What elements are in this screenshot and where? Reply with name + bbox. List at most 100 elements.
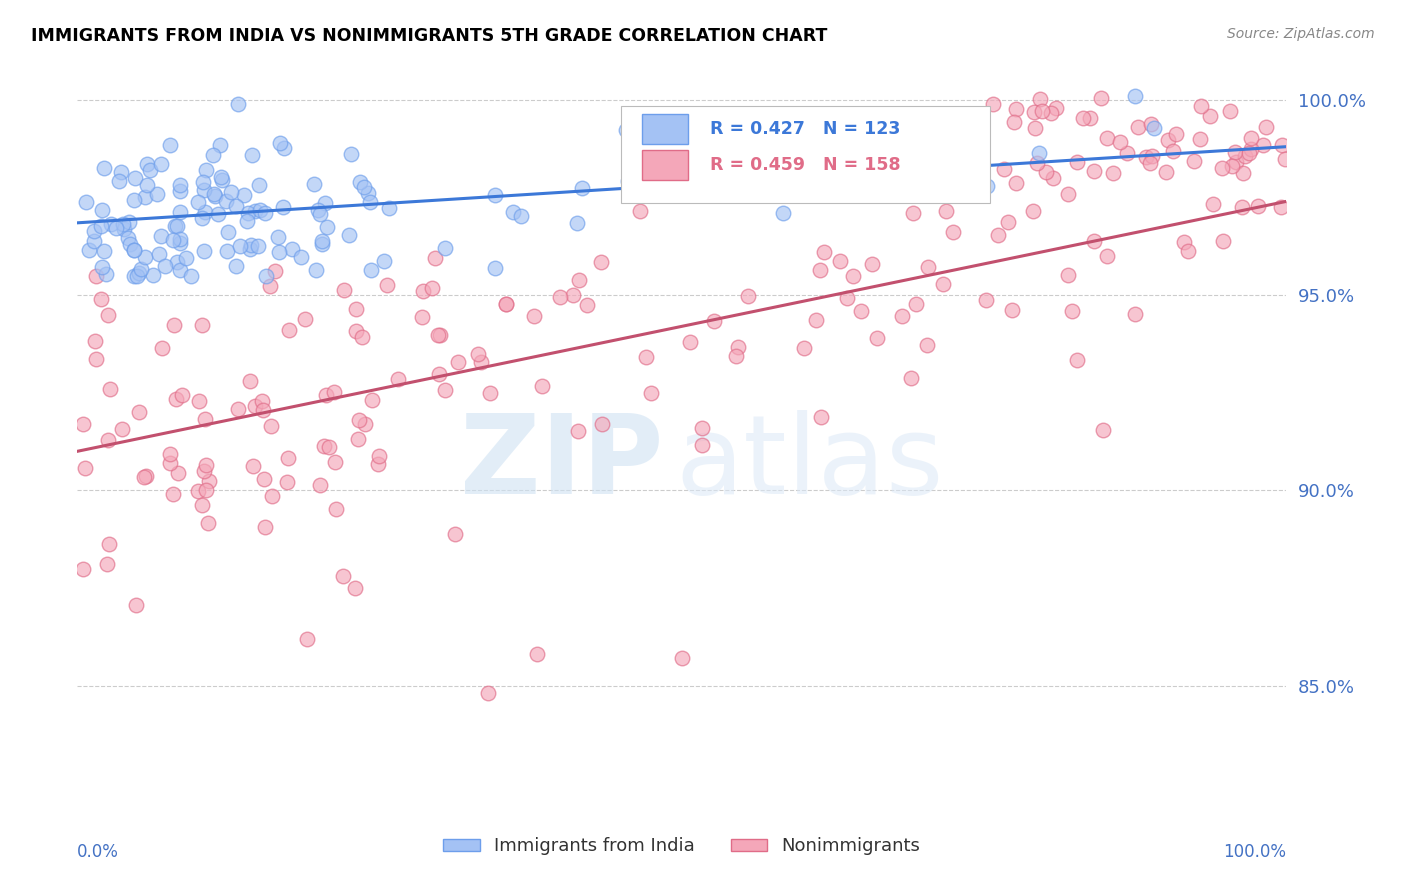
Point xyxy=(252,394,274,409)
Point xyxy=(307,202,329,217)
Point xyxy=(1199,110,1222,124)
Point xyxy=(1028,92,1050,106)
Point xyxy=(219,185,242,199)
Point xyxy=(1042,171,1064,186)
Point xyxy=(217,244,239,258)
Point xyxy=(357,186,380,200)
Point xyxy=(83,334,105,348)
Point xyxy=(311,236,333,251)
Point xyxy=(262,489,284,503)
Point xyxy=(323,455,346,469)
Point xyxy=(277,451,299,466)
Point xyxy=(163,219,186,234)
Point xyxy=(576,297,599,311)
Point xyxy=(84,269,107,284)
Point xyxy=(100,218,122,232)
Text: Source: ZipAtlas.com: Source: ZipAtlas.com xyxy=(1227,27,1375,41)
Point xyxy=(1274,152,1296,166)
Point xyxy=(1251,137,1274,152)
Point xyxy=(1045,101,1067,115)
Point xyxy=(634,350,657,364)
Point xyxy=(311,235,333,249)
Point xyxy=(86,351,108,366)
Point xyxy=(591,417,613,432)
Point xyxy=(217,225,239,239)
Point xyxy=(640,385,662,400)
Point xyxy=(1256,120,1278,134)
Point xyxy=(150,229,173,244)
Point xyxy=(1024,105,1046,120)
Point xyxy=(737,288,759,302)
Point xyxy=(110,422,132,436)
Point xyxy=(976,178,998,193)
Point xyxy=(890,310,912,324)
Point xyxy=(900,371,922,385)
Point xyxy=(1247,199,1270,213)
Point xyxy=(309,207,332,221)
Point xyxy=(169,232,191,246)
Point xyxy=(901,206,924,220)
Point xyxy=(1240,142,1263,156)
Point xyxy=(828,254,851,268)
Point xyxy=(243,400,266,414)
Point xyxy=(1071,112,1094,126)
Point xyxy=(793,342,815,356)
Point xyxy=(111,217,134,231)
Point xyxy=(1223,145,1246,159)
Point xyxy=(271,200,294,214)
Text: ZIP: ZIP xyxy=(460,409,664,516)
Point xyxy=(932,277,955,292)
Point xyxy=(150,341,173,355)
Point xyxy=(502,205,524,219)
Point xyxy=(1142,121,1164,136)
Point xyxy=(159,456,181,470)
Point xyxy=(1237,145,1260,160)
Point xyxy=(169,178,191,193)
Point xyxy=(484,261,506,276)
Point xyxy=(169,263,191,277)
Point xyxy=(108,174,131,188)
Point xyxy=(276,475,298,490)
Point xyxy=(1028,145,1050,160)
Point xyxy=(1125,89,1147,103)
Point xyxy=(1022,203,1045,218)
Point xyxy=(90,203,112,218)
Point xyxy=(724,350,747,364)
Point xyxy=(550,289,572,303)
Point xyxy=(730,137,752,152)
Point xyxy=(240,147,263,161)
Point xyxy=(1083,234,1105,248)
Point xyxy=(312,439,335,453)
Point xyxy=(153,260,176,274)
Point xyxy=(1123,307,1146,321)
Point xyxy=(170,388,193,402)
Point xyxy=(495,297,517,311)
Point xyxy=(247,239,270,253)
Point xyxy=(96,557,118,571)
Point xyxy=(273,141,295,155)
Point xyxy=(1097,131,1119,145)
Point xyxy=(229,239,252,253)
Point xyxy=(239,243,262,257)
Point xyxy=(444,527,467,541)
Point xyxy=(690,438,713,452)
Point xyxy=(122,243,145,257)
Point xyxy=(139,163,162,178)
Point xyxy=(467,347,489,361)
Point xyxy=(269,136,291,150)
Point xyxy=(239,374,262,388)
Point xyxy=(93,244,115,259)
Text: R = 0.427   N = 123: R = 0.427 N = 123 xyxy=(710,120,900,137)
Point xyxy=(1271,137,1294,152)
Point xyxy=(169,205,191,219)
Point xyxy=(1056,186,1078,201)
Point xyxy=(1066,155,1088,169)
Point xyxy=(344,301,367,316)
Point xyxy=(191,318,214,332)
Point xyxy=(1000,303,1022,318)
Point xyxy=(849,304,872,318)
Point xyxy=(1083,163,1105,178)
Text: IMMIGRANTS FROM INDIA VS NONIMMIGRANTS 5TH GRADE CORRELATION CHART: IMMIGRANTS FROM INDIA VS NONIMMIGRANTS 5… xyxy=(31,27,827,45)
Point xyxy=(484,187,506,202)
Point xyxy=(427,368,450,382)
